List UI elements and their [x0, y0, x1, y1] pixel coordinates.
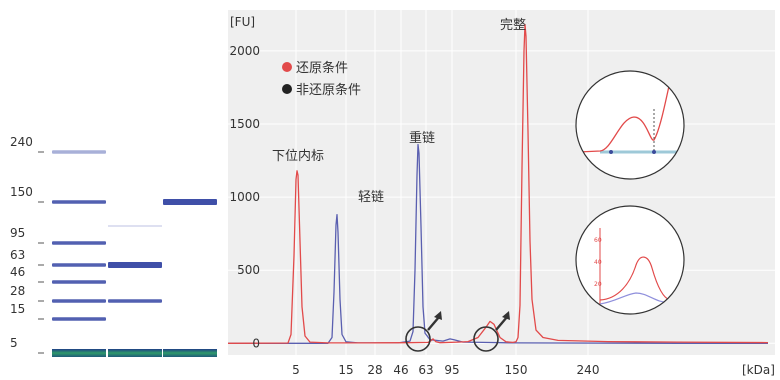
- gel-band: [108, 262, 162, 268]
- gel-band: [52, 150, 106, 154]
- gel-band: [52, 200, 106, 204]
- inset-point-left: [609, 150, 613, 154]
- gel-tick-label: 5: [10, 336, 18, 350]
- inset-background: [576, 206, 684, 314]
- y-tick-label: 2000: [229, 44, 260, 58]
- series-line-reduced: [227, 23, 769, 344]
- inset-border: [575, 70, 685, 180]
- gel-band: [163, 199, 217, 205]
- y-tick-label: 500: [237, 263, 260, 277]
- gel-band-faint: [108, 225, 162, 227]
- zoom-arrow-icon: [427, 316, 440, 331]
- gel-tick-label: 28: [10, 284, 25, 298]
- zoom-callout-left: [405, 311, 442, 352]
- x-axis-label: [kDa]: [742, 363, 775, 377]
- annotation-heavy-chain: 重链: [409, 130, 435, 146]
- legend-label-reduced: 还原条件: [296, 60, 348, 76]
- gel-image: 240 150 95 63 46 28 15 5: [10, 135, 220, 365]
- y-tick-label: 1000: [229, 190, 260, 204]
- x-tick-label: 95: [444, 363, 459, 377]
- zoom-circle-icon: [473, 326, 499, 352]
- plot-series: [227, 23, 769, 344]
- gel-tick-label: 150: [10, 185, 33, 199]
- x-tick-label: 240: [577, 363, 600, 377]
- inset-curve-reduced: [577, 71, 677, 153]
- annotation-intact: 完整: [500, 18, 526, 33]
- gel-tick-label: 46: [10, 265, 25, 279]
- gel-band: [52, 241, 106, 245]
- legend-marker-nonreduced: [282, 84, 292, 94]
- x-tick-label: 15: [338, 363, 353, 377]
- legend: 还原条件 非还原条件: [282, 60, 361, 98]
- gel-background: [50, 135, 220, 365]
- inset-zoom-reduced: [575, 70, 685, 180]
- x-tick-label: 150: [505, 363, 528, 377]
- x-tick-label: 63: [418, 363, 433, 377]
- y-axis-label: [FU]: [230, 15, 255, 29]
- gel-band: [52, 317, 106, 321]
- zoom-circle-icon: [405, 326, 431, 352]
- inset-zoom-compare: 60 40 20 0: [575, 205, 685, 315]
- inset-y-tick: 20: [594, 281, 602, 288]
- gel-marker-band: [108, 349, 162, 357]
- gel-bands: [52, 150, 217, 357]
- inset-point-right: [652, 150, 656, 154]
- y-tick-label: 1500: [229, 117, 260, 131]
- annotation-light-chain: 轻链: [358, 190, 384, 205]
- x-tick-labels: 5 15 28 46 63 95 150 240: [292, 363, 599, 377]
- gel-tick-label: 240: [10, 135, 33, 149]
- x-tick-label: 5: [292, 363, 300, 377]
- annotation-lower-marker: 下位内标: [272, 148, 324, 164]
- inset-y-tick: 60: [594, 237, 602, 244]
- zoom-arrow-icon: [495, 316, 508, 331]
- y-tick-label: 0: [252, 336, 260, 350]
- legend-marker-reduced: [282, 62, 292, 72]
- x-tick-label: 46: [393, 363, 408, 377]
- gel-marker-band: [52, 349, 106, 357]
- inset-y-tick: 40: [594, 259, 602, 266]
- zoom-callout-right: [473, 311, 510, 352]
- gel-band: [52, 280, 106, 284]
- legend-label-nonreduced: 非还原条件: [296, 82, 361, 98]
- zoom-arrow-head-icon: [434, 311, 442, 320]
- gel-ladder-ticks: 240 150 95 63 46 28 15 5: [10, 135, 44, 354]
- gel-band: [52, 299, 106, 303]
- x-tick-label: 28: [367, 363, 382, 377]
- y-tick-labels: 0 500 1000 1500 2000: [229, 44, 260, 350]
- plot-background: [228, 10, 775, 355]
- gel-tick-label: 15: [10, 302, 25, 316]
- gel-band: [52, 263, 106, 267]
- gel-marker-band: [163, 349, 217, 357]
- gel-band: [108, 299, 162, 303]
- gel-tick-label: 63: [10, 248, 25, 262]
- inset-border: [575, 205, 685, 315]
- zoom-arrow-head-icon: [502, 311, 510, 320]
- gel-tick-label: 95: [10, 226, 25, 240]
